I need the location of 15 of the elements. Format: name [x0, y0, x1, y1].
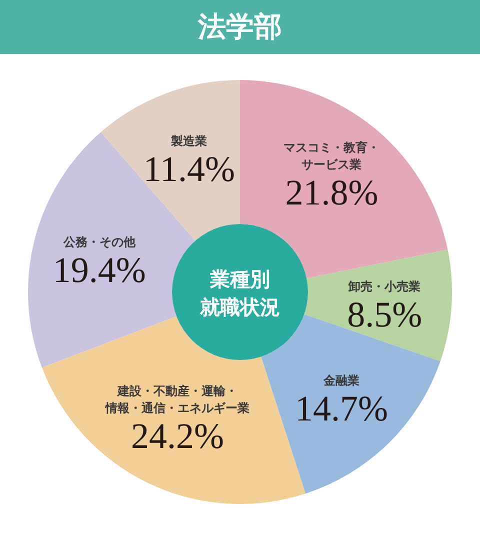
data-label: 14.7%: [295, 388, 388, 428]
slice-label: 公務・その他: [62, 234, 136, 249]
data-label: 24.2%: [130, 416, 224, 456]
text: 業種別就職状況: [199, 267, 280, 319]
donut-slice: [304, 250, 452, 362]
chart-title: 法学部: [197, 10, 282, 43]
slice-label: 金融業: [322, 373, 360, 388]
data-label: 11.4%: [143, 149, 235, 190]
data-label: 8.5%: [347, 294, 422, 335]
slice-label: 製造業: [170, 134, 208, 148]
slice-label: 建設・不動産・運輸・情報・通信・エネルギー業: [104, 384, 250, 415]
data-label: 21.8%: [285, 172, 378, 213]
data-label: 19.4%: [52, 250, 146, 290]
slice-label: 卸売・小売業: [348, 280, 421, 294]
slice-label: マスコミ・教育・サービス業: [284, 140, 380, 172]
